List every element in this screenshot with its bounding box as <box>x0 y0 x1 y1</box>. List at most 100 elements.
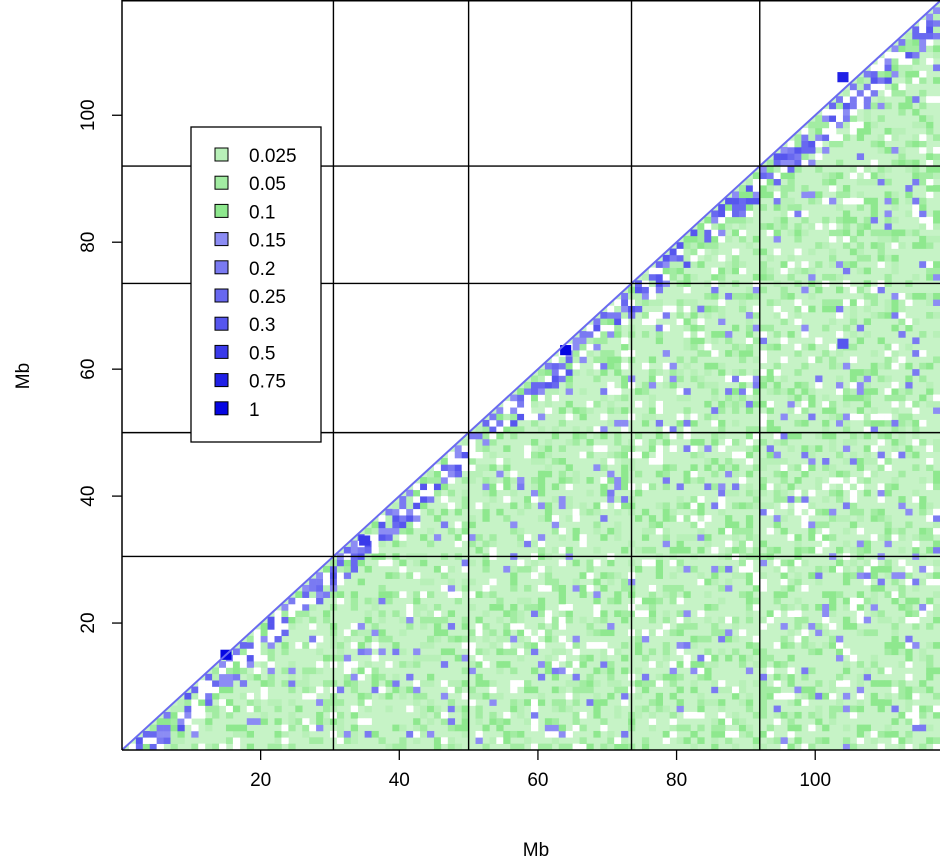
heatmap-cell <box>898 299 906 306</box>
heatmap-cell <box>891 394 899 402</box>
heatmap-cell <box>926 458 934 465</box>
heatmap-cell <box>926 464 934 472</box>
heatmap-cell <box>655 502 664 510</box>
heatmap-cell <box>704 667 712 675</box>
heatmap-cell <box>877 146 885 154</box>
heatmap-cell <box>440 718 449 725</box>
heatmap-cell <box>641 546 650 554</box>
heatmap-cell <box>593 356 601 364</box>
heatmap-cell <box>205 699 213 706</box>
heatmap-cell <box>489 413 497 421</box>
heatmap-cell <box>253 629 261 637</box>
heatmap-cell <box>579 540 587 548</box>
heatmap-cell <box>725 546 733 554</box>
heatmap-cell <box>683 711 691 719</box>
heatmap-cell <box>503 496 511 503</box>
heatmap-cell <box>510 477 518 484</box>
heatmap-cell <box>697 572 705 579</box>
heatmap-cell <box>239 667 248 675</box>
heatmap-cell <box>780 559 788 567</box>
heatmap-cell <box>662 426 670 433</box>
heatmap-cell <box>877 102 885 110</box>
heatmap-cell <box>669 661 677 668</box>
heatmap-cell <box>919 197 927 205</box>
heatmap-cell <box>302 584 310 592</box>
heatmap-cell <box>912 70 920 78</box>
heatmap-cell <box>551 394 560 402</box>
heatmap-cell <box>683 502 691 510</box>
heatmap-cell <box>655 426 664 433</box>
heatmap-cell <box>496 407 504 414</box>
heatmap-cell <box>281 737 289 744</box>
heatmap-cell <box>614 534 622 541</box>
heatmap-cell <box>662 305 670 313</box>
heatmap-cell <box>323 610 331 618</box>
heatmap-cell <box>648 559 657 567</box>
heatmap-cell <box>725 400 733 408</box>
heatmap-cell <box>745 318 754 326</box>
heatmap-cell <box>745 445 754 452</box>
heatmap-cell <box>926 623 934 630</box>
heatmap-cell <box>849 331 858 338</box>
heatmap-cell <box>614 362 622 370</box>
heatmap-cell <box>732 394 740 402</box>
heatmap-cell <box>738 216 747 224</box>
heatmap-cell <box>794 407 802 414</box>
heatmap-cell <box>884 642 892 649</box>
heatmap-cell <box>780 527 788 535</box>
heatmap-cell <box>919 89 927 97</box>
heatmap-cell <box>468 534 476 541</box>
heatmap-cell <box>274 610 282 618</box>
heatmap-cell <box>572 661 580 668</box>
heatmap-cell <box>170 718 178 725</box>
heatmap-cell <box>891 623 899 630</box>
heatmap-cell <box>489 546 497 554</box>
heatmap-cell <box>912 692 920 700</box>
heatmap-cell <box>898 229 906 237</box>
heatmap-cell <box>842 185 851 192</box>
heatmap-cell <box>648 318 657 326</box>
heatmap-cell <box>198 692 206 700</box>
heatmap-cell <box>842 445 851 452</box>
heatmap-cell <box>648 699 657 706</box>
heatmap-cell <box>634 451 643 459</box>
heatmap-cell <box>863 419 871 427</box>
heatmap-cell <box>863 375 871 383</box>
heatmap-cell <box>926 705 934 713</box>
heatmap-cell <box>267 616 275 624</box>
heatmap-cell <box>683 426 691 433</box>
heatmap-cell <box>933 134 940 141</box>
heatmap-cell <box>856 153 865 160</box>
heatmap-cell <box>905 661 913 668</box>
heatmap-cell <box>725 527 733 535</box>
heatmap-cell <box>482 743 490 751</box>
heatmap-cell <box>856 254 865 262</box>
heatmap-cell <box>801 388 809 395</box>
heatmap-cell <box>690 743 698 751</box>
heatmap-cell <box>350 730 358 738</box>
heatmap-cell <box>856 705 865 713</box>
heatmap-cell <box>572 686 580 694</box>
heatmap-cell <box>385 692 393 700</box>
heatmap-cell <box>593 331 601 338</box>
heatmap-cell <box>912 32 920 40</box>
heatmap-cell <box>399 527 407 535</box>
heatmap-cell <box>496 661 504 668</box>
heatmap-cell <box>641 743 650 751</box>
heatmap-cell <box>919 115 927 122</box>
heatmap-cell <box>863 127 871 135</box>
heatmap-cell <box>413 730 421 738</box>
heatmap-cell <box>738 591 747 598</box>
heatmap-cell <box>524 597 532 605</box>
heatmap-cell <box>302 724 310 732</box>
heatmap-cell <box>801 521 809 529</box>
heatmap-cell <box>759 178 767 186</box>
heatmap-cell <box>558 470 566 478</box>
heatmap-cell <box>503 458 511 465</box>
heatmap-cell <box>427 718 435 725</box>
heatmap-cell <box>475 680 483 687</box>
heatmap-cell <box>690 661 698 668</box>
heatmap-cell <box>531 642 539 649</box>
heatmap-cell <box>787 292 795 300</box>
